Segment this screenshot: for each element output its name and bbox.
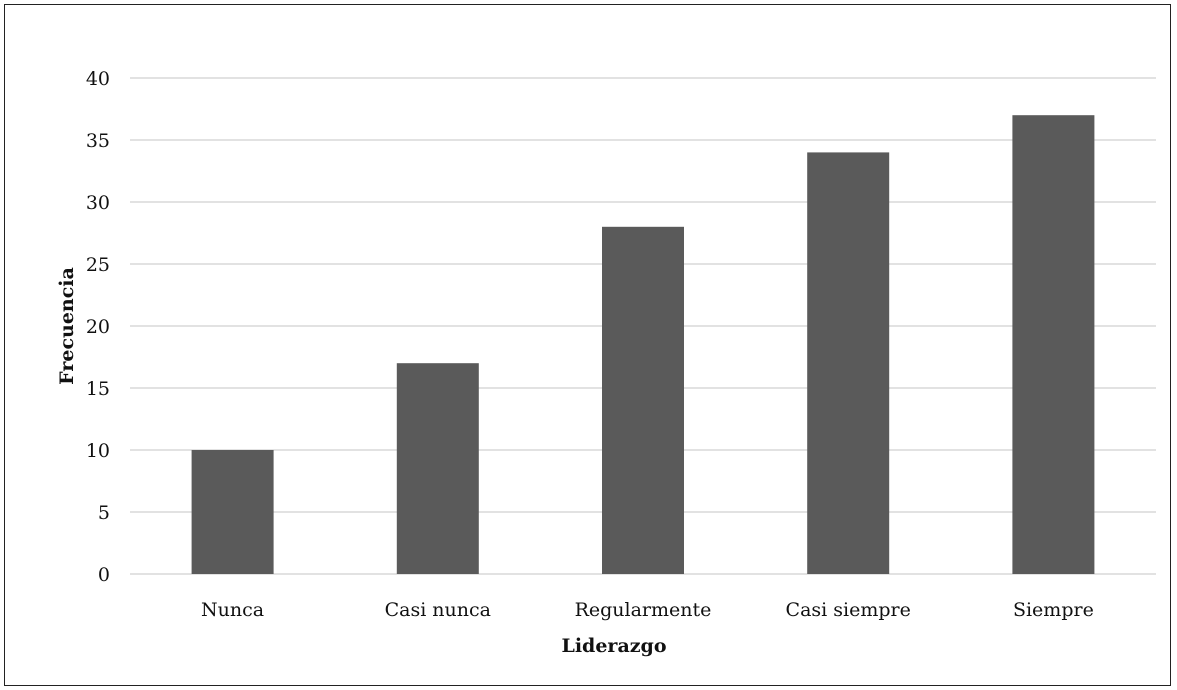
bar-siempre [1012, 115, 1095, 574]
y-tick-label: 5 [98, 502, 110, 524]
x-tick-label: Regularmente [575, 599, 712, 621]
x-tick-labels: Nunca Casi nunca Regularmente Casi siempre S… [201, 599, 1094, 621]
x-tick-label: Nunca [201, 599, 264, 621]
y-tick-label: 0 [98, 564, 110, 586]
y-tick-label: 35 [86, 130, 110, 152]
bar-regularmente [602, 226, 684, 575]
bar-casi-siempre [807, 152, 890, 574]
y-tick-labels: 0 5 10 15 20 25 30 35 40 [86, 68, 110, 586]
bar-nunca [191, 450, 274, 574]
y-tick-label: 40 [86, 68, 110, 90]
y-tick-label: 10 [86, 440, 110, 462]
y-tick-label: 30 [86, 192, 110, 214]
x-tick-label: Siempre [1013, 599, 1094, 621]
y-axis-title: Frecuencia [56, 267, 78, 385]
bar-casi-nunca [396, 363, 479, 574]
y-tick-label: 20 [86, 316, 110, 338]
bars [191, 115, 1095, 575]
x-axis-title: Liderazgo [561, 635, 666, 657]
y-tick-label: 25 [86, 254, 110, 276]
x-tick-label: Casi nunca [385, 599, 491, 621]
y-tick-label: 15 [86, 378, 110, 400]
x-tick-label: Casi siempre [786, 599, 911, 621]
